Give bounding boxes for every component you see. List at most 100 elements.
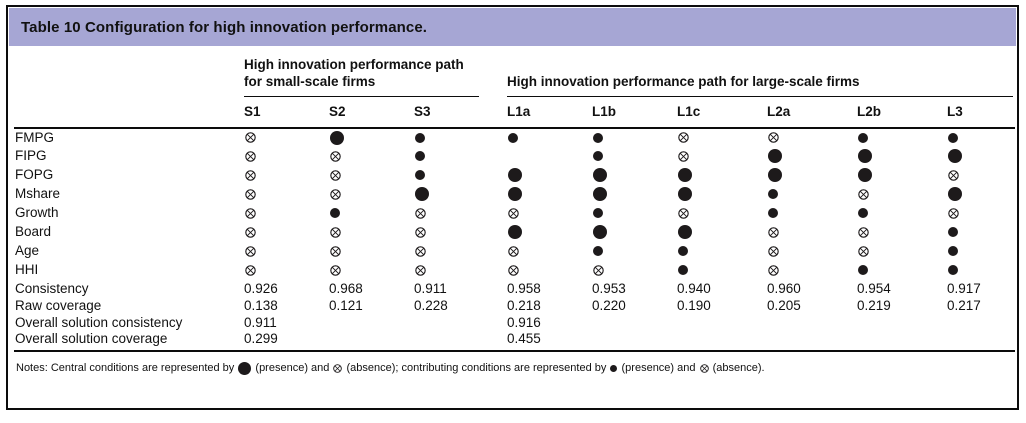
group-header-large-scale: High innovation performance path for lar… (507, 54, 1015, 97)
condition-cell (507, 223, 592, 242)
condition-cell (414, 223, 507, 242)
contributing-presence-icon (415, 151, 425, 162)
condition-cell (414, 261, 507, 280)
group-header-small-scale: High innovation performance path for sma… (244, 54, 507, 97)
stat-value (592, 331, 677, 352)
table-frame: Table 10 Configuration for high innovati… (6, 5, 1019, 410)
stat-value: 0.940 (677, 281, 711, 296)
stat-value: 0.911 (414, 281, 447, 296)
contributing-presence-icon (593, 151, 603, 162)
condition-cell (592, 147, 677, 166)
contributing-presence-icon (678, 265, 688, 276)
contributing-absence-icon (678, 208, 689, 219)
empty-corner-cell (14, 97, 244, 129)
condition-cell (329, 204, 414, 223)
condition-cell (329, 185, 414, 204)
condition-row-fopg: FOPG (14, 166, 1015, 185)
stat-value (592, 314, 677, 331)
column-header-l3: L3 (947, 97, 1016, 129)
stat-value (767, 331, 857, 352)
contributing-absence-icon (593, 265, 604, 276)
contributing-absence-icon (858, 227, 869, 238)
contributing-absence-icon (330, 246, 341, 257)
condition-row-mshare: Mshare (14, 185, 1015, 204)
contributing-presence-icon (858, 208, 868, 219)
contributing-absence-icon (858, 246, 869, 257)
condition-cell (507, 166, 592, 185)
contributing-absence-icon (330, 189, 341, 200)
stat-value (947, 314, 1015, 331)
row-label: Overall solution coverage (14, 331, 244, 352)
condition-cell (947, 147, 1015, 166)
condition-row-growth: Growth (14, 204, 1015, 223)
stat-value: 0.217 (947, 298, 981, 313)
contributing-absence-icon (245, 227, 256, 238)
column-header-row: S1 S2 S3 L1a L1b L1c L2a L2b L3 (14, 97, 1016, 129)
central-absence-icon (333, 363, 343, 373)
condition-row-hhi: HHI (14, 261, 1015, 280)
group-header-row: High innovation performance path for sma… (14, 54, 1015, 97)
contributing-presence-icon (678, 246, 688, 257)
condition-cell (414, 242, 507, 261)
stat-value: 0.926 (244, 281, 278, 296)
central-presence-icon (858, 168, 872, 183)
row-label: FIPG (15, 148, 47, 163)
contributing-absence-icon (768, 132, 779, 144)
contributing-absence-icon (330, 265, 341, 276)
central-presence-icon (948, 149, 962, 164)
condition-cell (767, 185, 857, 204)
contributing-absence-icon (415, 246, 426, 257)
stat-value: 0.917 (947, 281, 981, 296)
central-presence-icon (415, 187, 429, 202)
central-presence-icon (948, 187, 962, 202)
table-notes: Notes: Central conditions are represente… (16, 361, 765, 375)
condition-cell (329, 147, 414, 166)
stat-value: 0.121 (329, 298, 363, 313)
contributing-absence-icon (508, 265, 519, 276)
condition-cell (767, 261, 857, 280)
condition-cell (244, 204, 329, 223)
stat-value (857, 331, 947, 352)
contributing-presence-icon (858, 265, 868, 276)
stat-value: 0.954 (857, 281, 891, 296)
condition-cell (244, 128, 329, 147)
condition-cell (414, 147, 507, 166)
contributing-absence-icon (508, 208, 519, 219)
condition-cell (244, 166, 329, 185)
contributing-presence-icon (948, 246, 958, 257)
contributing-presence-icon (508, 132, 518, 143)
condition-cell (677, 147, 767, 166)
row-label: Age (15, 243, 40, 258)
condition-cell (592, 261, 677, 280)
stat-value: 0.960 (767, 281, 801, 296)
condition-cell (677, 166, 767, 185)
row-label: Growth (15, 205, 59, 220)
contributing-presence-icon (593, 208, 603, 219)
contributing-presence-icon (948, 132, 958, 143)
stat-value (677, 314, 767, 331)
stat-value: 0.455 (507, 331, 592, 352)
stat-value: 0.911 (244, 315, 277, 330)
row-label: Overall solution consistency (15, 315, 183, 330)
contributing-absence-icon (768, 265, 779, 276)
condition-cell (592, 242, 677, 261)
condition-cell (947, 223, 1015, 242)
central-presence-icon (768, 168, 782, 183)
central-presence-icon (508, 187, 522, 202)
condition-cell (857, 261, 947, 280)
condition-cell (329, 261, 414, 280)
contributing-presence-icon (415, 132, 425, 143)
condition-cell (677, 242, 767, 261)
contributing-absence-icon (508, 246, 519, 257)
condition-cell (329, 166, 414, 185)
stat-value (414, 314, 507, 331)
contributing-absence-icon (415, 265, 426, 276)
contributing-absence-icon (245, 265, 256, 276)
condition-cell (857, 147, 947, 166)
condition-cell (414, 166, 507, 185)
central-presence-icon (330, 130, 344, 145)
contributing-absence-icon (245, 170, 256, 181)
stat-value: 0.916 (507, 315, 541, 330)
contributing-absence-icon (330, 151, 341, 162)
stat-value: 0.219 (857, 298, 891, 313)
